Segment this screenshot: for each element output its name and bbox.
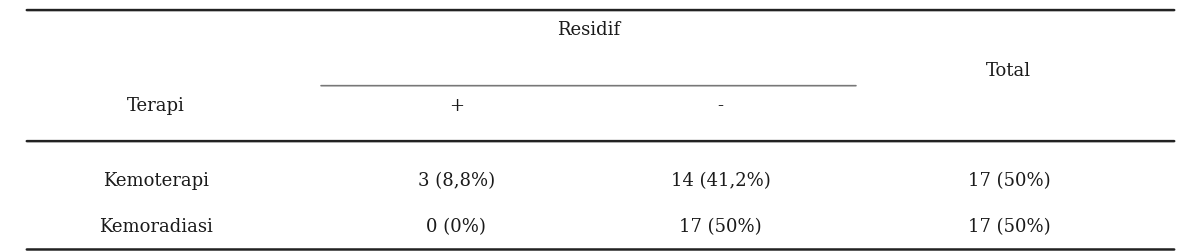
Text: -: - [718, 97, 723, 115]
Text: 3 (8,8%): 3 (8,8%) [418, 172, 495, 191]
Text: Kemoterapi: Kemoterapi [103, 172, 209, 191]
Text: 17 (50%): 17 (50%) [968, 172, 1050, 191]
Text: Total: Total [986, 61, 1032, 80]
Text: 14 (41,2%): 14 (41,2%) [670, 172, 771, 191]
Text: Terapi: Terapi [127, 97, 185, 115]
Text: 17 (50%): 17 (50%) [680, 218, 761, 236]
Text: 17 (50%): 17 (50%) [968, 218, 1050, 236]
Text: +: + [449, 97, 464, 115]
Text: 0 (0%): 0 (0%) [426, 218, 486, 236]
Text: Residif: Residif [557, 21, 620, 39]
Text: Kemoradiasi: Kemoradiasi [100, 218, 213, 236]
